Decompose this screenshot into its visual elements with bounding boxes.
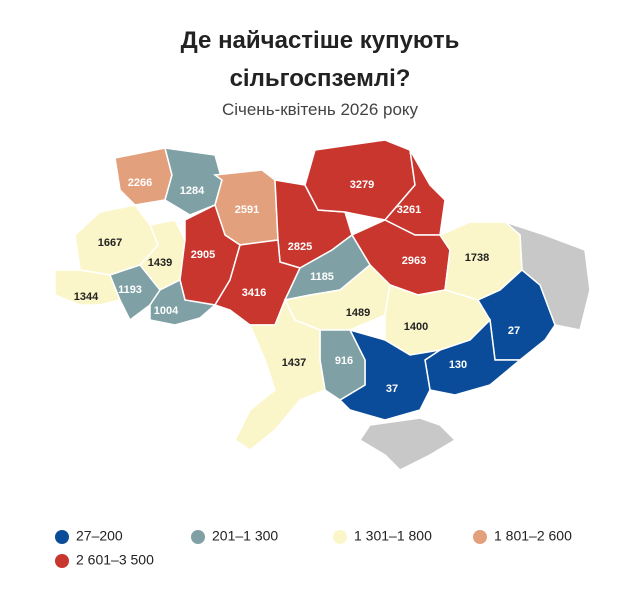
value-label: 1400 <box>404 321 428 333</box>
region <box>149 278 217 326</box>
legend-label: 201–1 300 <box>212 528 278 544</box>
legend-swatch <box>191 530 205 544</box>
value-label: 1437 <box>282 357 306 369</box>
value-label: 3279 <box>350 179 374 191</box>
value-label: 2591 <box>235 204 259 216</box>
value-label: 2963 <box>402 255 426 267</box>
value-label: 1667 <box>98 237 122 249</box>
subtitle: Січень-квітень 2026 року <box>221 100 419 119</box>
region <box>234 298 326 451</box>
region <box>163 147 223 216</box>
value-label: 3416 <box>242 287 266 299</box>
value-label: 1439 <box>148 257 172 269</box>
legend-label: 27–200 <box>76 528 123 544</box>
value-label: 130 <box>449 359 467 371</box>
region <box>54 269 122 306</box>
value-label: 1193 <box>118 284 142 296</box>
value-label: 27 <box>508 325 520 337</box>
legend-swatch <box>55 554 69 568</box>
legend-label: 1 301–1 800 <box>354 528 432 544</box>
value-label: 1185 <box>310 271 334 283</box>
value-label: 37 <box>386 383 398 395</box>
legend-swatch <box>333 530 347 544</box>
value-label: 1344 <box>74 291 99 303</box>
value-label: 3261 <box>397 204 421 216</box>
value-label: 1738 <box>465 252 489 264</box>
occupied-area <box>358 417 457 471</box>
legend-label: 2 601–3 500 <box>76 552 154 568</box>
value-label: 2905 <box>191 249 215 261</box>
title: Де найчастіше купують сільгоспземлі? <box>180 27 460 92</box>
value-label: 916 <box>335 355 353 367</box>
value-label: 2266 <box>128 177 152 189</box>
legend-swatch <box>473 530 487 544</box>
value-label: 2825 <box>288 241 312 253</box>
value-label: 1284 <box>180 185 205 197</box>
value-label: 1004 <box>154 305 179 317</box>
value-label: 1489 <box>346 307 370 319</box>
legend-swatch <box>55 530 69 544</box>
legend-label: 1 801–2 600 <box>494 528 572 544</box>
